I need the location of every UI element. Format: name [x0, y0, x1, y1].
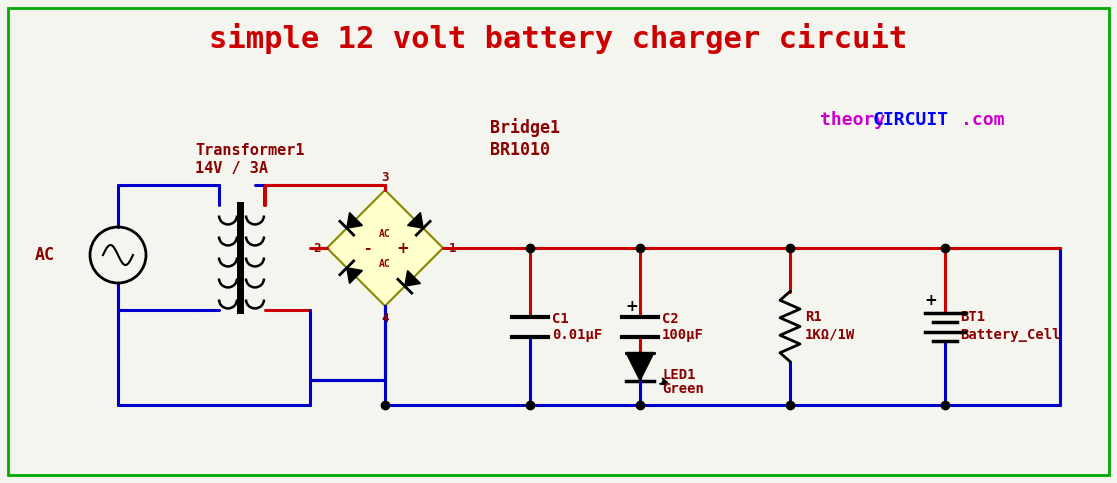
Text: AC: AC: [379, 229, 391, 239]
Text: C2: C2: [662, 312, 679, 326]
Text: simple 12 volt battery charger circuit: simple 12 volt battery charger circuit: [209, 23, 907, 54]
Text: R1: R1: [805, 310, 822, 324]
Polygon shape: [346, 213, 362, 228]
Text: AC: AC: [35, 246, 55, 264]
Text: LED1: LED1: [662, 368, 696, 382]
Text: 2: 2: [314, 242, 321, 255]
Text: theory: theory: [820, 111, 886, 129]
Text: -: -: [364, 241, 370, 256]
Text: 1: 1: [449, 242, 457, 255]
Polygon shape: [404, 270, 420, 286]
Polygon shape: [626, 353, 653, 381]
Text: AC: AC: [379, 259, 391, 269]
Text: 3: 3: [381, 171, 389, 184]
Text: 14V / 3A: 14V / 3A: [195, 160, 268, 175]
Text: Bridge1: Bridge1: [490, 118, 560, 138]
Text: BR1010: BR1010: [490, 141, 550, 159]
Text: BT1: BT1: [960, 310, 985, 324]
Text: 4: 4: [381, 312, 389, 325]
Text: .com: .com: [961, 111, 1004, 129]
Text: 0.01μF: 0.01μF: [552, 327, 602, 341]
Polygon shape: [346, 268, 362, 284]
Text: Transformer1: Transformer1: [195, 142, 305, 157]
Text: 100μF: 100μF: [662, 327, 704, 341]
Text: +: +: [925, 293, 937, 308]
Text: CIRCUIT: CIRCUIT: [873, 111, 949, 129]
FancyBboxPatch shape: [8, 8, 1109, 475]
Polygon shape: [327, 190, 443, 306]
Text: +: +: [397, 241, 409, 256]
Text: +: +: [626, 299, 639, 314]
Text: 1KΩ/1W: 1KΩ/1W: [805, 327, 856, 341]
Text: Green: Green: [662, 382, 704, 396]
Text: Battery_Cell: Battery_Cell: [960, 327, 1060, 341]
Polygon shape: [408, 213, 423, 228]
Text: C1: C1: [552, 312, 569, 326]
